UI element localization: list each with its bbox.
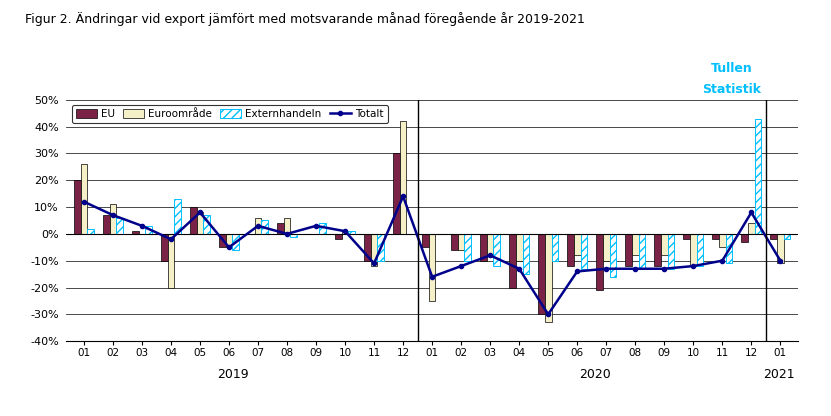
Bar [777,234,784,263]
Bar [719,234,725,247]
Bar [226,234,233,247]
Bar [784,234,790,239]
Bar [254,218,261,234]
Bar [132,231,139,234]
Bar [348,231,355,234]
Bar [610,234,617,277]
Bar [87,228,94,234]
Bar [74,180,81,234]
Text: 2021: 2021 [763,368,794,381]
Bar [110,204,116,234]
Bar [690,234,696,266]
Bar [283,218,290,234]
Bar [487,234,494,255]
Bar [712,234,719,239]
Bar [596,234,603,290]
Bar [523,234,529,274]
Bar [342,231,348,234]
Bar [145,226,152,234]
Text: Statistik: Statistik [702,83,760,96]
Bar [335,234,342,239]
Bar [725,234,732,263]
Bar [545,234,552,322]
Bar [219,234,226,247]
Bar [654,234,661,266]
Bar [581,234,588,269]
Bar [422,234,429,247]
Bar [233,234,239,250]
Bar [116,218,123,234]
Bar [538,234,545,314]
Bar [574,234,581,255]
Bar [748,223,755,234]
Bar [168,234,175,287]
Bar [480,234,487,261]
Bar [770,234,777,239]
Bar [290,234,297,237]
Bar [667,234,674,269]
Bar [638,234,645,269]
Bar [277,223,283,234]
Bar [81,164,87,234]
Bar [175,199,181,234]
Bar [552,234,558,261]
Bar [568,234,574,266]
Bar [755,119,761,234]
Bar [494,234,500,266]
Bar [465,234,471,261]
Bar [261,220,268,234]
Bar [161,234,168,261]
Bar [696,234,703,266]
Bar [625,234,632,266]
Bar [741,234,748,242]
Legend: EU, Euroområde, Externhandeln, Totalt: EU, Euroområde, Externhandeln, Totalt [71,105,387,124]
Bar [197,213,204,234]
Text: 2020: 2020 [579,368,611,381]
Bar [516,234,523,261]
Bar [603,234,610,261]
Bar [371,234,377,266]
Bar [509,234,516,287]
Bar [190,207,197,234]
Bar [103,215,110,234]
Text: 2019: 2019 [217,368,248,381]
Bar [429,234,435,301]
Bar [393,154,400,234]
Bar [683,234,690,239]
Bar [204,215,210,234]
Text: Figur 2. Ändringar vid export jämfört med motsvarande månad föregående år 2019-2: Figur 2. Ändringar vid export jämfört me… [25,12,585,27]
Bar [451,234,458,250]
Text: Tullen: Tullen [711,62,752,75]
Bar [319,223,326,234]
Bar [364,234,371,261]
Bar [377,234,384,261]
Bar [458,234,465,250]
Bar [632,234,638,255]
Bar [661,234,667,255]
Bar [400,121,406,234]
